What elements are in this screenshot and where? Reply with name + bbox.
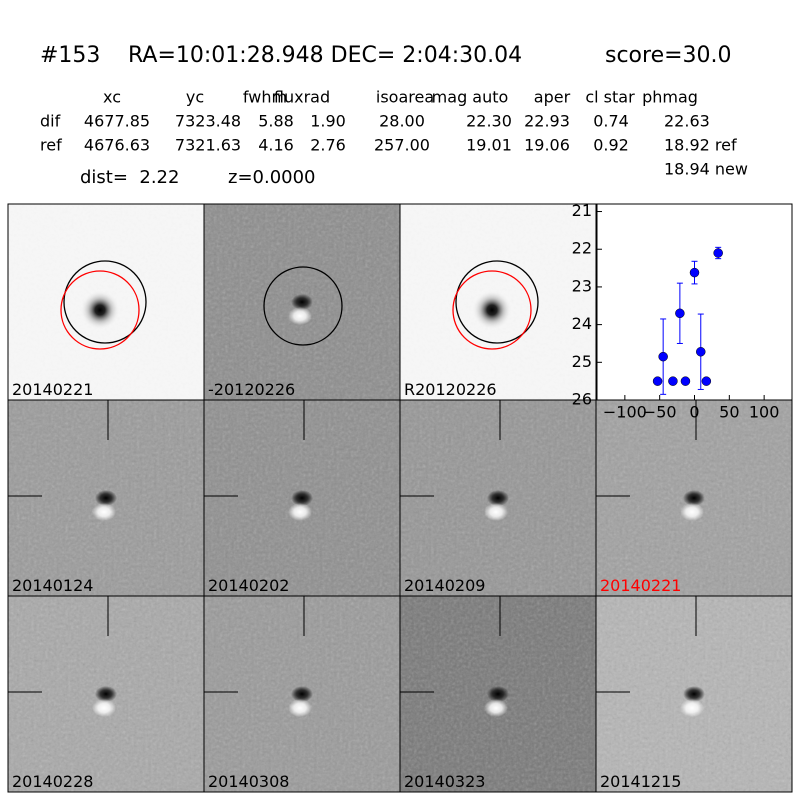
y-tick-label: 23 bbox=[572, 276, 592, 295]
table-cell: 18.92 ref bbox=[664, 136, 737, 155]
panel-label: R20120226 bbox=[404, 380, 497, 399]
positive-lobe bbox=[484, 699, 508, 717]
negative-lobe bbox=[683, 490, 705, 506]
panel-frame bbox=[595, 595, 793, 793]
redshift: z=0.0000 bbox=[228, 167, 316, 188]
x-tick-label: 0 bbox=[689, 403, 699, 422]
panel-label: 20140323 bbox=[404, 772, 485, 791]
object-id: #153 bbox=[40, 43, 100, 68]
positive-lobe bbox=[92, 699, 116, 717]
positive-lobe bbox=[680, 699, 704, 717]
negative-lobe bbox=[95, 490, 117, 506]
aperture-new bbox=[452, 270, 532, 350]
x-tick-label: 100 bbox=[749, 403, 780, 422]
table-cell: 7321.63 bbox=[175, 136, 241, 155]
table-cell: 22.63 bbox=[664, 112, 710, 131]
table-cell: 5.88 bbox=[258, 112, 294, 131]
panel-label: 20140202 bbox=[208, 576, 289, 595]
negative-lobe bbox=[291, 686, 313, 702]
score: score=30.0 bbox=[605, 43, 732, 68]
negative-lobe bbox=[683, 686, 705, 702]
table-cell: 1.90 bbox=[310, 112, 346, 131]
data-point bbox=[713, 248, 723, 258]
data-point bbox=[652, 376, 663, 386]
table-cell: 0.92 bbox=[593, 136, 629, 155]
aperture-ref bbox=[263, 266, 343, 346]
data-point bbox=[680, 376, 691, 386]
x-tick-label: −100 bbox=[603, 403, 647, 422]
x-tick-label: 50 bbox=[719, 403, 739, 422]
coordinates: RA=10:01:28.948 DEC= 2:04:30.04 bbox=[128, 43, 522, 68]
negative-lobe bbox=[291, 294, 313, 310]
data-point bbox=[701, 376, 712, 386]
data-point bbox=[668, 376, 678, 386]
distance: dist= 2.22 bbox=[80, 167, 179, 188]
column-header: fwhm bbox=[243, 88, 287, 107]
source bbox=[80, 290, 120, 330]
panel-label: 20140221 bbox=[600, 576, 681, 595]
positive-lobe bbox=[92, 503, 116, 521]
y-tick-label: 24 bbox=[572, 314, 592, 333]
negative-lobe bbox=[487, 686, 509, 702]
positive-lobe bbox=[288, 503, 312, 521]
positive-lobe bbox=[288, 307, 312, 325]
table-cell: 0.74 bbox=[593, 112, 629, 131]
source bbox=[472, 290, 512, 330]
panel-label: 20140221 bbox=[12, 380, 93, 399]
table-cell: 4676.63 bbox=[84, 136, 150, 155]
column-header: fluxrad bbox=[274, 88, 330, 107]
positive-lobe bbox=[288, 699, 312, 717]
panel-label: -20120226 bbox=[208, 380, 295, 399]
table-cell: 4677.85 bbox=[84, 112, 150, 131]
table-cell: 22.30 bbox=[466, 112, 512, 131]
column-header: xc bbox=[103, 88, 121, 107]
table-cell: 2.76 bbox=[310, 136, 346, 155]
row-label: ref bbox=[40, 136, 62, 155]
panels: 20140221 -20120226 R20120226 20140124 201402… bbox=[7, 203, 793, 793]
panel-label: 20140308 bbox=[208, 772, 289, 791]
x-tick-label: −50 bbox=[643, 403, 677, 422]
column-header: isoarea bbox=[376, 88, 434, 107]
panel-label: 20140209 bbox=[404, 576, 485, 595]
light-curve: 21 22 23 24 25 26 −100−50 0 50 100 bbox=[572, 201, 793, 422]
column-header: mag auto bbox=[432, 88, 509, 107]
data-point bbox=[658, 351, 668, 362]
y-tick-label: 21 bbox=[572, 201, 592, 220]
table-cell: 19.06 bbox=[524, 136, 570, 155]
column-header: cl star bbox=[585, 88, 635, 107]
aperture-new bbox=[60, 270, 140, 350]
panel-label: 20140124 bbox=[12, 576, 93, 595]
y-tick-label: 26 bbox=[572, 390, 592, 409]
data-point bbox=[696, 347, 706, 357]
positive-lobe bbox=[680, 503, 704, 521]
column-header: phmag bbox=[642, 88, 698, 107]
phmag-new: 18.94 new bbox=[664, 160, 748, 179]
negative-lobe bbox=[487, 490, 509, 506]
table-cell: 19.01 bbox=[466, 136, 512, 155]
panel-label: 20141215 bbox=[600, 772, 681, 791]
negative-lobe bbox=[95, 686, 117, 702]
aperture-ref bbox=[63, 260, 147, 344]
negative-lobe bbox=[291, 490, 313, 506]
aperture-ref bbox=[455, 260, 539, 344]
table-cell: 22.93 bbox=[524, 112, 570, 131]
row-label: dif bbox=[40, 112, 61, 131]
y-tick-label: 25 bbox=[572, 352, 592, 371]
data-point bbox=[675, 308, 685, 319]
column-header: aper bbox=[534, 88, 571, 107]
column-header: yc bbox=[186, 88, 204, 107]
data-point bbox=[689, 267, 700, 278]
table-cell: 28.00 bbox=[379, 112, 425, 131]
plot-frame bbox=[596, 203, 793, 401]
plot-area bbox=[597, 204, 792, 400]
table-cell: 257.00 bbox=[374, 136, 430, 155]
table-cell: 7323.48 bbox=[175, 112, 241, 131]
panel-label: 20140228 bbox=[12, 772, 93, 791]
positive-lobe bbox=[484, 503, 508, 521]
y-tick-label: 22 bbox=[572, 239, 592, 258]
table-cell: 4.16 bbox=[258, 136, 294, 155]
